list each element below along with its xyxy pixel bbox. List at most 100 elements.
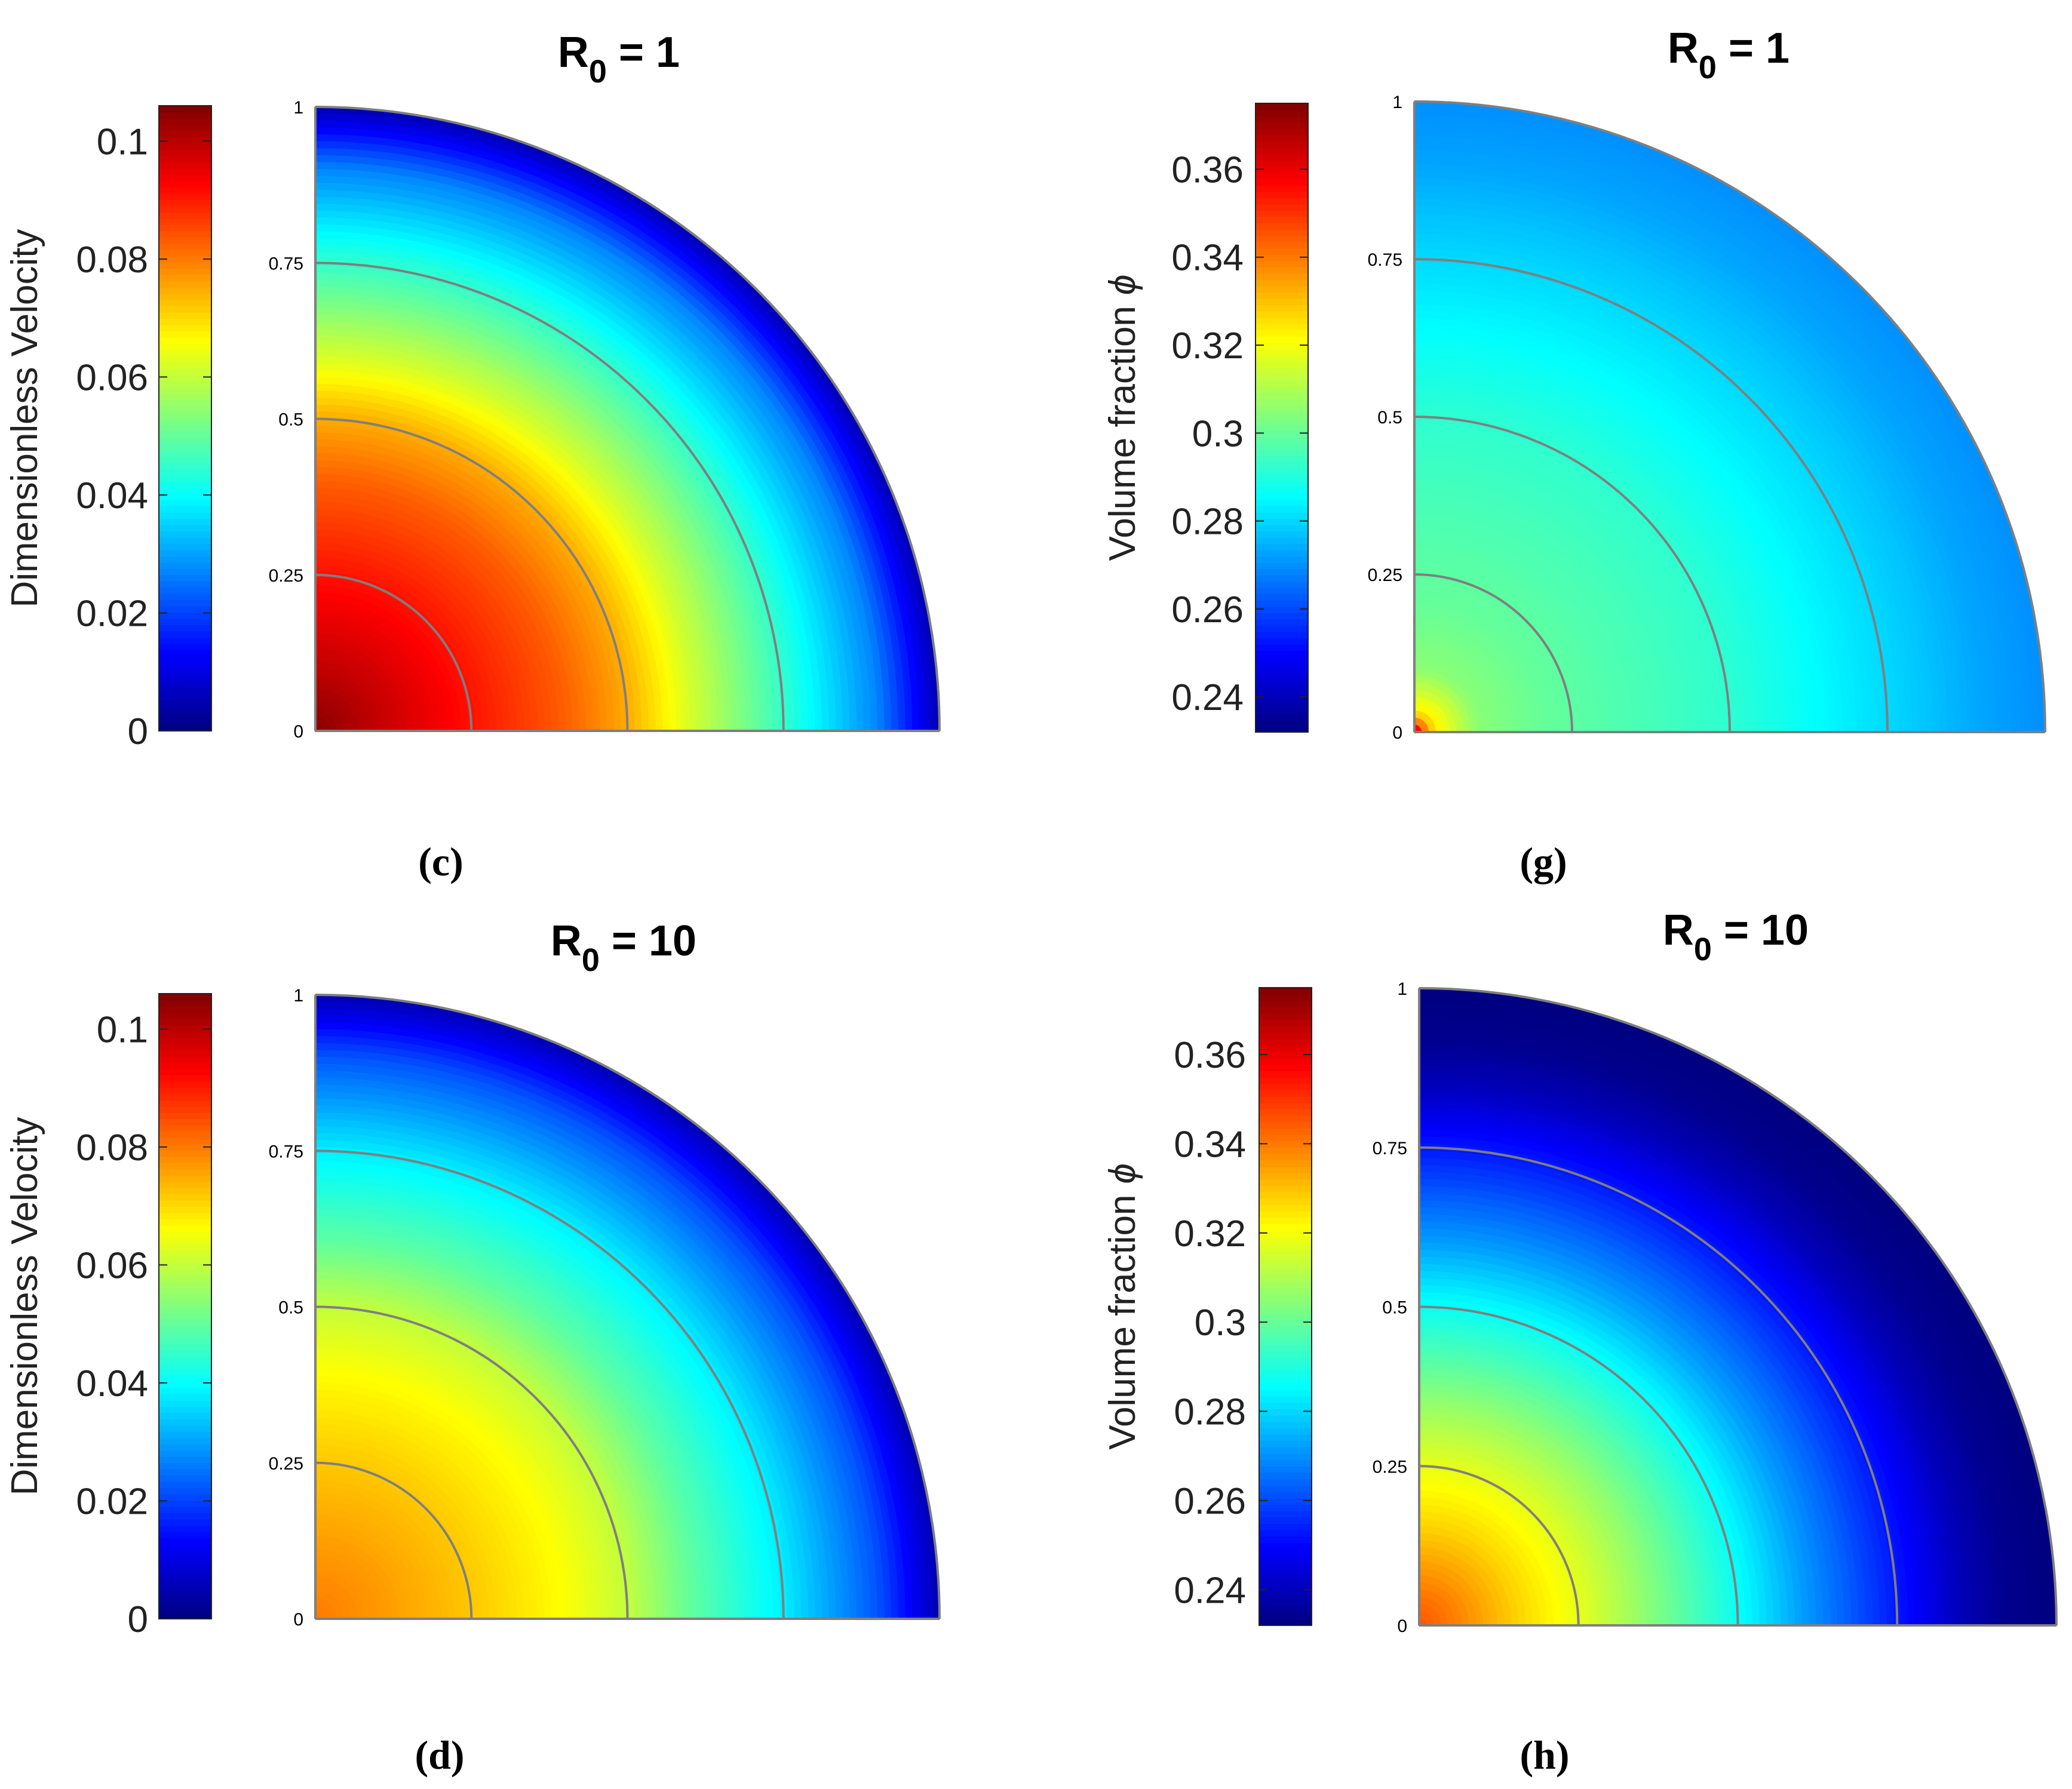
- colorbar-segment: [1256, 179, 1308, 186]
- colorbar-segment: [1259, 1127, 1312, 1135]
- colorbar-segment: [159, 1056, 211, 1063]
- colorbar-segment: [159, 1081, 211, 1089]
- colorbar-segment: [1259, 1191, 1312, 1199]
- colorbar-segment: [159, 1031, 211, 1038]
- colorbar-segment: [1259, 1204, 1312, 1212]
- colorbar-segment: [1259, 1332, 1312, 1339]
- colorbar-segment: [159, 681, 211, 688]
- colorbar-segment: [1259, 1593, 1312, 1601]
- colorbar-segment: [1259, 1523, 1312, 1530]
- colorbar-segment: [1256, 311, 1308, 318]
- colorbar-segment: [1259, 1179, 1312, 1186]
- colorbar-segment: [1256, 694, 1308, 702]
- colorbar-segment: [159, 211, 211, 219]
- colorbar-segment: [159, 1131, 211, 1138]
- radial-tick-label: 0.25: [269, 566, 303, 586]
- colorbar-segment: [1256, 279, 1308, 287]
- colorbar-segment: [1259, 1415, 1312, 1422]
- colorbar-segment: [159, 656, 211, 663]
- colorbar-segment: [159, 243, 211, 250]
- chart-title: R0 = 10: [1663, 906, 1809, 967]
- colorbar-segment: [159, 1144, 211, 1151]
- panel-caption: (h): [1520, 1732, 1569, 1778]
- colorbar-segment: [1256, 493, 1308, 500]
- title-main: R: [558, 29, 589, 76]
- radial-tick-label: 0: [1397, 1616, 1407, 1636]
- title-main: R: [551, 917, 582, 965]
- radial-tick-label: 0.5: [1382, 1298, 1407, 1318]
- colorbar-segment: [159, 1331, 211, 1338]
- colorbar-tick-label: 0.1: [97, 1009, 148, 1050]
- colorbar-segment: [1256, 367, 1308, 374]
- colorbar-segment: [159, 1175, 211, 1182]
- colorbar-segment: [159, 1544, 211, 1551]
- colorbar-segment: [1259, 1229, 1312, 1237]
- colorbar-segment: [1256, 342, 1308, 349]
- colorbar-segment: [1259, 1038, 1312, 1046]
- radial-grid-arc: [315, 417, 629, 731]
- colorbar-segment: [159, 368, 211, 376]
- radial-grid-arc: [1414, 100, 2046, 733]
- colorbar-segment: [159, 693, 211, 700]
- title-subscript: 0: [1699, 50, 1717, 85]
- panel-caption: (c): [418, 839, 463, 884]
- colorbar-segment: [159, 431, 211, 438]
- colorbar-tick-label: 0.3: [1192, 413, 1244, 454]
- chart-title: R0 = 1: [558, 29, 680, 90]
- colorbar-segment: [159, 393, 211, 401]
- colorbar-tick-label: 0.3: [1195, 1302, 1246, 1344]
- colorbar-segment: [159, 1431, 211, 1438]
- colorbar-segment: [1256, 122, 1308, 130]
- radial-tick-label: 0.5: [1377, 408, 1402, 428]
- colorbar-segment: [159, 1425, 211, 1432]
- colorbar-segment: [159, 268, 211, 275]
- colorbar-segment: [159, 1344, 211, 1351]
- colorbar-segment: [1259, 1293, 1312, 1301]
- radial-grid-arc: [1414, 416, 1731, 733]
- colorbar-segment: [1259, 1338, 1312, 1346]
- colorbar-segment: [1259, 1307, 1312, 1314]
- colorbar-segment: [1259, 1141, 1312, 1148]
- colorbar-segment: [159, 318, 211, 325]
- colorbar-segment: [1259, 1498, 1312, 1505]
- colorbar-segment: [159, 1181, 211, 1188]
- colorbar-segment: [159, 193, 211, 201]
- colorbar-segment: [159, 1381, 211, 1388]
- colorbar-segment: [159, 1513, 211, 1520]
- colorbar-segment: [159, 1225, 211, 1232]
- colorbar-segment: [159, 281, 211, 288]
- colorbar-tick-label: 0.36: [1174, 1035, 1246, 1076]
- colorbar-c: 0 0.02 0.04 0.06 0.08 0.1 Dimensionless Veloci…: [4, 105, 212, 752]
- colorbar-segment: [1259, 1045, 1312, 1052]
- colorbar-segment: [159, 1006, 211, 1013]
- colorbar-segment: [1259, 1472, 1312, 1480]
- colorbar-segment: [159, 618, 211, 626]
- colorbar-label: Volume fraction ϕ: [1102, 1163, 1143, 1450]
- colorbar-segment: [1256, 449, 1308, 456]
- colorbar-segment: [1259, 1383, 1312, 1390]
- colorbar-segment: [1259, 1581, 1312, 1588]
- radial-tick-label: 1: [1397, 979, 1407, 999]
- colorbar-segment: [159, 524, 211, 531]
- title-rest: = 10: [1712, 906, 1809, 954]
- colorbar-segment: [1259, 1210, 1312, 1218]
- radial-grid-arc: [315, 1305, 629, 1619]
- colorbar-tick-label: 0.34: [1174, 1124, 1246, 1165]
- contour-field-g: [1414, 101, 2046, 733]
- colorbar-segment: [159, 1243, 211, 1251]
- colorbar-segment: [1259, 1427, 1312, 1435]
- colorbar-segment: [159, 262, 211, 269]
- colorbar-segment: [159, 1612, 211, 1619]
- colorbar-tick-label: 0.06: [76, 1245, 148, 1286]
- colorbar-segment: [1259, 1121, 1312, 1129]
- colorbar-segment: [1256, 298, 1308, 305]
- colorbar-segment: [159, 631, 211, 638]
- colorbar-segment: [159, 1487, 211, 1495]
- colorbar-segment: [159, 1581, 211, 1588]
- colorbar-segment: [159, 168, 211, 176]
- colorbar-segment: [159, 1394, 211, 1401]
- colorbar-segment: [1259, 1421, 1312, 1428]
- colorbar-segment: [1256, 437, 1308, 444]
- colorbar-segment: [159, 418, 211, 425]
- colorbar-segment: [1256, 330, 1308, 337]
